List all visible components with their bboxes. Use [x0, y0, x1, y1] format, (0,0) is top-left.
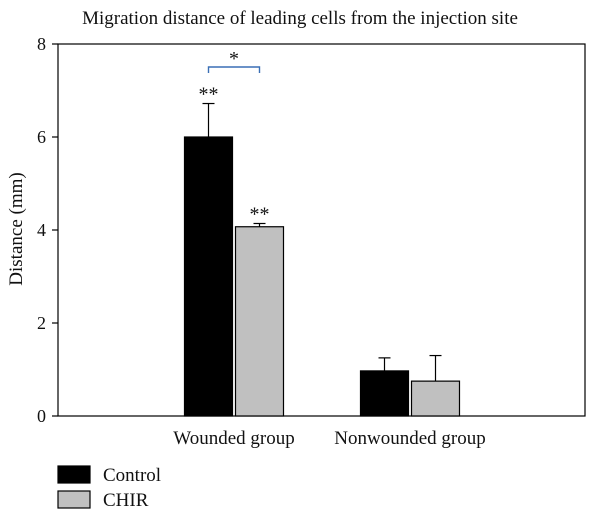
x-category-label: Nonwounded group	[334, 428, 485, 449]
legend: Control CHIR	[57, 465, 161, 511]
legend-swatch-chir	[57, 490, 91, 509]
bar-chir	[410, 380, 461, 417]
legend-label: CHIR	[103, 490, 149, 511]
comparison-bracket	[207, 66, 261, 73]
y-tick-label: 6	[37, 127, 46, 147]
y-tick-label: 2	[37, 313, 46, 333]
legend-label: Control	[103, 465, 161, 486]
y-tick-label: 8	[37, 34, 46, 54]
plot-frame	[57, 43, 586, 417]
bar-chir	[234, 226, 285, 417]
comparison-label: *	[229, 48, 239, 70]
y-tick-label: 4	[37, 220, 46, 240]
x-category-label: Wounded group	[173, 428, 294, 449]
y-axis-label: Distance (mm)	[6, 172, 27, 285]
significance-label: **	[199, 84, 219, 106]
bar-control	[183, 136, 234, 417]
bar-control	[359, 370, 410, 417]
legend-swatch-control	[57, 465, 91, 484]
y-tick-label: 0	[37, 406, 46, 426]
significance-label: **	[250, 203, 270, 225]
chart-title: Migration distance of leading cells from…	[82, 8, 518, 29]
